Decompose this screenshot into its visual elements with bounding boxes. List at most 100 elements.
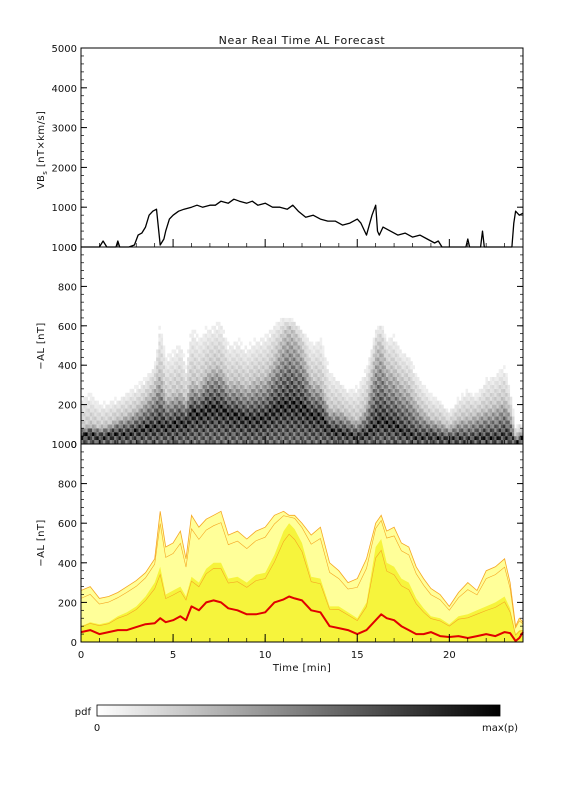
heatmap-cell [204,380,208,385]
heatmap-cell [366,396,369,401]
heatmap-cell [445,428,449,433]
heatmap-cell [306,420,309,425]
heatmap-cell [242,377,245,381]
heatmap-cell [242,432,245,437]
heatmap-cell [118,432,122,437]
heatmap-cell [302,436,305,441]
heatmap-cell [368,404,371,409]
heatmap-cell [290,400,294,405]
heatmap-cell [142,440,146,444]
heatmap-cell [397,345,400,350]
heatmap-cell [147,404,150,409]
heatmap-cell [237,428,241,433]
heatmap-cell [206,412,210,417]
heatmap-cell [474,392,477,397]
heatmap-cell [410,404,413,409]
heatmap-cell [350,428,354,433]
heatmap-cell [319,380,323,385]
heatmap-cell [140,392,144,397]
heatmap-cell [173,380,177,385]
heatmap-cell [412,436,416,441]
heatmap-cell [260,392,263,397]
heatmap-cell [262,412,265,417]
heatmap-cell [222,388,225,393]
heatmap-cell [246,361,250,366]
heatmap-cell [189,349,192,354]
heatmap-cell [198,377,201,381]
heatmap-cell [463,436,466,441]
heatmap-cell [381,432,385,437]
heatmap-cell [388,428,391,433]
heatmap-cell [251,428,254,433]
heatmap-cell [156,408,159,413]
heatmap-cell [509,436,513,441]
heatmap-cell [262,349,265,354]
heatmap-cell [142,404,146,409]
heatmap-cell [98,416,102,421]
heatmap-cell [246,436,250,441]
heatmap-cell [264,361,267,366]
heatmap-cell [156,353,159,358]
heatmap-cell [372,416,376,421]
heatmap-cell [255,373,259,378]
heatmap-cell [310,416,314,421]
heatmap-cell [352,416,356,421]
heatmap-cell [363,400,367,405]
heatmap-cell [403,408,407,413]
heatmap-cell [268,377,272,381]
heatmap-cell [114,424,117,429]
heatmap-cell [377,392,380,397]
heatmap-cell [357,396,360,401]
heatmap-cell [235,432,239,437]
heatmap-cell [279,329,283,334]
heatmap-cell [366,369,369,374]
heatmap-cell [408,416,411,421]
heatmap-cell [138,392,141,397]
heatmap-cell [271,365,274,370]
heatmap-cell [306,400,309,405]
heatmap-cell [339,400,343,405]
heatmap-cell [379,384,382,389]
heatmap-cell [518,440,522,444]
heatmap-cell [410,388,413,393]
heatmap-cell [116,408,119,413]
heatmap-cell [105,424,108,429]
heatmap-cell [89,428,93,433]
heatmap-cell [319,377,323,381]
heatmap-cell [149,380,153,385]
heatmap-cell [405,404,409,409]
heatmap-cell [343,436,347,441]
heatmap-cell [288,400,292,405]
heatmap-cell [279,341,283,346]
heatmap-cell [467,416,471,421]
heatmap-cell [385,345,389,350]
heatmap-cell [215,337,219,342]
heatmap-cell [368,436,371,441]
heatmap-cell [511,424,515,429]
heatmap-cell [419,416,422,421]
heatmap-cell [352,412,356,417]
heatmap-cell [116,400,119,405]
heatmap-cell [240,436,243,441]
heatmap-cell [454,404,457,409]
heatmap-cell [178,373,181,378]
heatmap-cell [299,432,303,437]
heatmap-cell [326,436,329,441]
heatmap-cell [211,396,214,401]
heatmap-cell [416,388,420,393]
heatmap-cell [494,432,497,437]
heatmap-cell [158,349,161,354]
heatmap-cell [454,436,457,441]
heatmap-cell [436,400,440,405]
heatmap-cell [224,388,228,393]
heatmap-cell [319,440,323,444]
heatmap-cell [229,365,232,370]
heatmap-cell [293,373,296,378]
heatmap-cell [215,329,219,334]
heatmap-cell [377,353,380,358]
heatmap-cell [268,373,272,378]
heatmap-cell [372,373,376,378]
heatmap-cell [408,380,411,385]
heatmap-cell [348,416,351,421]
heatmap-cell [343,388,347,393]
